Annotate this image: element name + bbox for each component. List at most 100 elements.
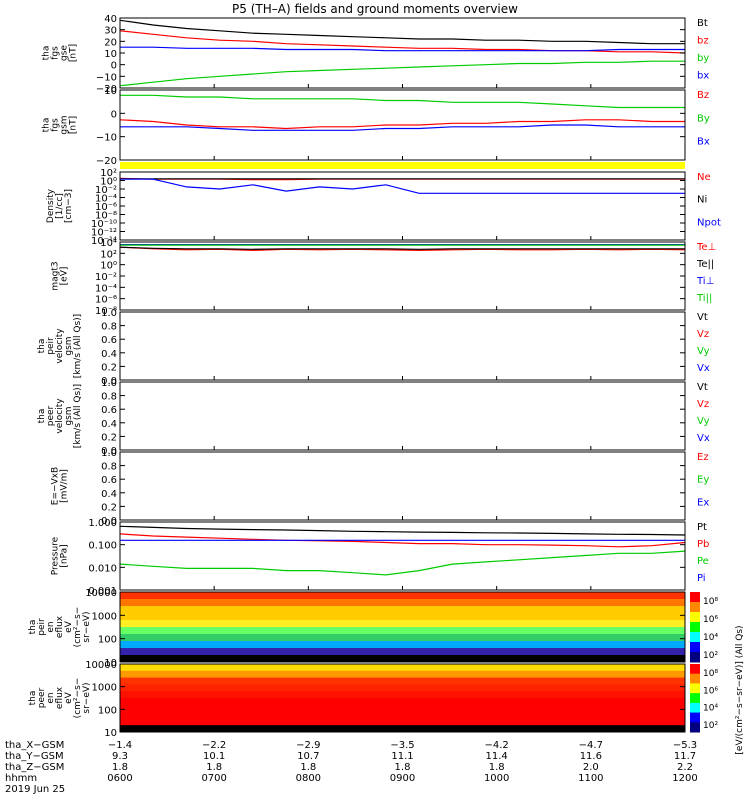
y-tick-label: 10 xyxy=(104,728,117,739)
ephemeris-value: 10.7 xyxy=(297,751,319,762)
legend-label: Pt xyxy=(697,522,707,533)
colorbar-tick-label: 10² xyxy=(703,721,718,731)
y-axis-label: magt3 xyxy=(51,261,61,290)
series-line-Bt xyxy=(119,19,685,45)
y-tick-label: 100 xyxy=(98,705,117,716)
y-tick-label: 0.6 xyxy=(101,335,117,346)
y-axis-label: eV xyxy=(64,691,74,704)
panel-peir-velocity: Vt Vz Vy Vx 1.0 0.8 0.6 0.4 0.2 0.0 tha peir velocit… xyxy=(37,308,710,387)
ephemeris-value: 11.7 xyxy=(674,751,696,762)
ephemeris-value: 1.8 xyxy=(112,762,128,773)
spectrogram-band xyxy=(120,599,685,607)
spectrogram-band xyxy=(120,684,685,692)
legend-label: Bz xyxy=(697,90,709,101)
y-tick-label: 0.4 xyxy=(101,349,117,360)
y-axis-label: fgs xyxy=(51,118,61,132)
y-tick-label: 10 xyxy=(104,658,117,669)
legend-label: By xyxy=(697,113,710,124)
legend-label: Vx xyxy=(697,363,710,374)
y-tick-label: 10 xyxy=(104,49,117,60)
y-axis-label: tha xyxy=(37,409,47,424)
legend-label: Pe xyxy=(697,556,709,567)
spectrogram-band xyxy=(120,627,685,635)
y-tick-label: 10⁻⁴ xyxy=(95,194,117,205)
y-tick-label: 0.100 xyxy=(88,541,117,552)
y-axis-label: peer xyxy=(46,405,56,426)
spectrogram-band xyxy=(120,711,685,719)
y-axis-label: sr−eV) xyxy=(82,682,92,713)
legend-label: Npot xyxy=(697,217,721,228)
y-tick-label: 10⁻⁶ xyxy=(95,295,117,306)
legend-label: Ez xyxy=(697,452,709,463)
y-axis-label: [eV] xyxy=(60,267,70,286)
legend-label: Ti|| xyxy=(696,293,712,304)
y-axis-label: tha xyxy=(42,46,52,61)
ephemeris-value: 1.8 xyxy=(489,762,505,773)
series-line-bx xyxy=(120,46,685,52)
legend-label: Ti⊥ xyxy=(696,276,714,287)
series-line-Bz xyxy=(119,119,685,130)
legend-label: Vy xyxy=(697,416,710,427)
legend-label: Pb xyxy=(697,539,709,550)
spectrogram-band xyxy=(120,641,685,649)
series-line-Npot xyxy=(120,178,685,194)
colorbar-tick-label: 10⁶ xyxy=(703,686,718,696)
y-axis-label: tha xyxy=(28,620,38,635)
ephemeris-value: 11.6 xyxy=(580,751,602,762)
ephemeris-label: hhmm xyxy=(5,773,37,784)
ephemeris-label: tha_Z−GSM xyxy=(5,762,64,773)
legend-label: Ex xyxy=(697,497,709,508)
colorbar-tick-label: 10⁴ xyxy=(703,704,718,714)
colorbar-segment xyxy=(690,652,700,663)
legend-label: bx xyxy=(697,71,709,82)
panel-peer-velocity: Vt Vz Vy Vx 1.0 0.8 0.6 0.4 0.2 0.0 tha peer velocit… xyxy=(37,378,710,457)
y-tick-label: 1.0 xyxy=(101,448,117,459)
y-axis-label: gse xyxy=(60,45,70,61)
y-axis-label: (cm²−s− xyxy=(73,607,83,648)
y-axis-label: [mV/m] xyxy=(60,469,70,503)
ephemeris-value: 0900 xyxy=(390,773,415,784)
panel-frame xyxy=(119,381,686,451)
y-tick-label: 0.010 xyxy=(88,563,117,574)
y-axis-label: sr−eV) xyxy=(82,611,92,642)
y-tick-label: −20 xyxy=(96,156,117,167)
y-tick-label: 0.8 xyxy=(101,462,117,473)
panel-frame xyxy=(119,241,686,311)
spectrogram-band xyxy=(120,704,685,713)
y-tick-label: 10⁻² xyxy=(95,272,117,283)
y-axis-label: tha xyxy=(37,339,47,354)
y-axis-label: Pressure xyxy=(51,536,61,575)
y-axis-label: velocity xyxy=(55,328,65,364)
series-line-By xyxy=(120,94,685,109)
y-tick-label: 0.0 xyxy=(101,446,117,457)
spectrogram-band xyxy=(120,718,685,726)
y-tick-label: 10² xyxy=(100,249,117,260)
ephemeris-value: 0800 xyxy=(296,773,321,784)
y-tick-label: 10⁻² xyxy=(95,185,117,196)
y-tick-label: 10⁻¹⁰ xyxy=(91,219,117,230)
series-line-Pb xyxy=(119,533,686,548)
colorbar-segment xyxy=(690,693,700,704)
y-tick-label: 10000 xyxy=(85,588,117,599)
ephemeris-label: tha_X−GSM xyxy=(5,740,64,751)
series-line-Pt xyxy=(119,525,686,536)
y-tick-label: 20 xyxy=(104,37,117,48)
ephemeris-value: 10.1 xyxy=(203,751,225,762)
legend-label: Vt xyxy=(697,382,708,393)
spectrogram-band xyxy=(120,613,685,621)
panel-peer-spectrogram: 10⁸ 10⁶ 10⁴ 10² 10000 1000 100 10 tha peer en eflux… xyxy=(28,660,718,739)
ephemeris-value: 0700 xyxy=(201,773,226,784)
y-axis-label: velocity xyxy=(55,398,65,434)
colorbar-segment xyxy=(690,632,700,643)
ephemeris-label: 2019 Jun 25 xyxy=(5,784,65,795)
ephemeris-value: −2.9 xyxy=(296,740,320,751)
colorbar-segment xyxy=(690,592,700,603)
y-tick-label: 10² xyxy=(100,168,117,179)
y-tick-label: −10 xyxy=(96,72,117,83)
y-tick-label: −20 xyxy=(96,84,117,95)
ephemeris-value: 1.8 xyxy=(206,762,222,773)
y-axis-label: (cm²−s− xyxy=(73,678,83,719)
spectrogram-band xyxy=(120,620,685,628)
y-tick-label: 0.4 xyxy=(101,419,117,430)
panel-fgs-gsm: Bz By Bx 10 0 −10 −20 tha fgs gsm [nT] xyxy=(42,86,710,167)
